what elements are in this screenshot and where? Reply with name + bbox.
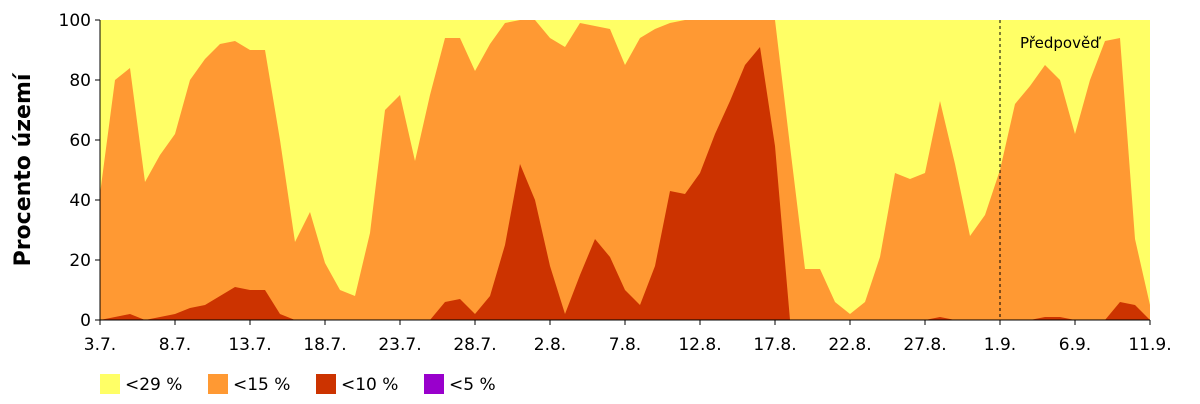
x-tick-label: 23.7. (378, 335, 421, 355)
legend-label: <15 % (233, 375, 290, 395)
x-tick-label: 18.7. (303, 335, 346, 355)
x-tick-label: 12.8. (678, 335, 721, 355)
legend-swatch (316, 374, 336, 394)
y-tick-label: 60 (69, 131, 91, 151)
area (100, 20, 1150, 320)
annotation: Předpověď (1020, 34, 1101, 52)
x-tick-label: 28.7. (453, 335, 496, 355)
x-tick-label: 6.9. (1059, 335, 1091, 355)
x-tick-label: 11.9. (1128, 335, 1171, 355)
x-tick-label: 1.9. (984, 335, 1016, 355)
y-tick-label: 20 (69, 251, 91, 271)
x-tick-label: 27.8. (903, 335, 946, 355)
y-tick-label: 40 (69, 191, 91, 211)
y-tick-label: 100 (59, 11, 91, 31)
legend-label: <5 % (449, 375, 496, 395)
legend-label: <10 % (341, 375, 398, 395)
legend-swatch (100, 374, 120, 394)
x-tick-label: 3.7. (84, 335, 116, 355)
x-tick-label: 22.8. (828, 335, 871, 355)
x-tick-label: 17.8. (753, 335, 796, 355)
legend-label: <29 % (125, 375, 182, 395)
x-tick-label: 2.8. (534, 335, 566, 355)
legend-swatch (208, 374, 228, 394)
x-tick-label: 8.7. (159, 335, 191, 355)
y-axis-label: Procento území (11, 72, 36, 266)
y-tick-label: 0 (80, 311, 91, 331)
y-tick-label: 80 (69, 71, 91, 91)
x-tick-label: 13.7. (228, 335, 271, 355)
x-tick-label: 7.8. (609, 335, 641, 355)
legend-swatch (424, 374, 444, 394)
